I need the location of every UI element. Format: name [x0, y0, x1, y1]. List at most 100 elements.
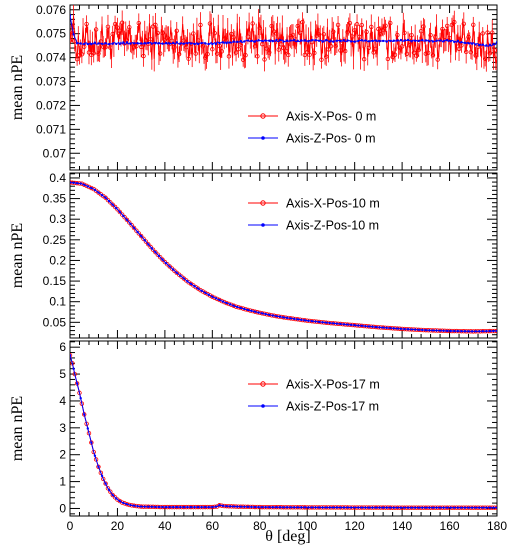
data-point: [421, 328, 424, 332]
data-point: [453, 506, 456, 509]
data-point: [282, 316, 285, 319]
data-point: [195, 38, 201, 43]
data-point: [466, 34, 471, 40]
data-point: [257, 38, 260, 42]
data-point: [246, 505, 250, 509]
y-tick-label: 0.3: [49, 212, 66, 226]
data-point: [118, 210, 122, 214]
panel-middle: 0.05 0.1 0.15 0.2 0.25 0.3 0.35 0.4 mean nPE Axis…: [9, 171, 498, 339]
data-point: [335, 22, 341, 28]
data-point: [141, 53, 146, 59]
data-point: [70, 353, 73, 358]
data-point: [389, 39, 392, 43]
data-point: [175, 505, 178, 509]
series-z-pos: [70, 354, 497, 509]
data-point: [371, 39, 374, 43]
data-point: [360, 324, 363, 328]
data-point: [172, 45, 177, 50]
data-point: [184, 44, 189, 50]
data-point: [72, 367, 75, 370]
data-point: [147, 505, 150, 508]
data-point: [478, 506, 481, 509]
data-point: [169, 266, 175, 271]
data-point: [305, 50, 310, 55]
data-point: [204, 291, 207, 294]
data-point: [369, 24, 374, 30]
data-point: [286, 52, 291, 58]
x-tick-label: 140: [392, 519, 412, 533]
data-point: [70, 181, 72, 184]
data-point: [111, 42, 114, 45]
data-point: [495, 329, 497, 333]
data-point: [200, 505, 203, 509]
legend-marker: [261, 404, 265, 408]
y-axis-title: mean nPE: [9, 396, 26, 461]
data-point: [100, 474, 104, 478]
data-point: [203, 55, 208, 60]
data-point: [346, 506, 349, 509]
data-point: [410, 328, 413, 331]
data-point: [316, 32, 322, 37]
data-point: [282, 40, 285, 43]
data-point: [83, 183, 86, 186]
data-point: [430, 52, 436, 58]
data-point: [440, 26, 445, 32]
data-point: [108, 200, 113, 205]
data-point: [154, 505, 157, 509]
data-point: [488, 329, 492, 333]
data-point: [282, 506, 285, 509]
data-point: [143, 238, 146, 242]
data-point: [146, 242, 151, 247]
data-point: [366, 45, 372, 51]
data-point: [107, 42, 111, 46]
data-point: [119, 212, 125, 217]
data-point: [70, 14, 72, 17]
data-point: [357, 39, 360, 43]
x-tick-label: 0: [67, 519, 74, 533]
data-point: [83, 413, 86, 416]
data-point: [200, 44, 206, 49]
data-point: [186, 280, 189, 283]
legend-marker: [260, 113, 266, 119]
legend-marker: [261, 223, 265, 227]
data-point: [264, 312, 267, 316]
data-point: [252, 43, 258, 49]
data-point: [389, 506, 392, 509]
data-point: [211, 42, 214, 46]
data-point: [228, 505, 232, 508]
data-point: [79, 42, 82, 45]
data-point: [93, 41, 97, 44]
data-point: [413, 328, 417, 331]
y-axis-title: mean nPE: [9, 223, 26, 288]
data-point: [210, 294, 215, 299]
data-point: [112, 21, 118, 27]
data-point: [82, 182, 87, 187]
data-point: [485, 30, 490, 35]
data-point: [161, 505, 164, 509]
data-point: [281, 45, 286, 51]
data-point: [444, 23, 450, 29]
data-point: [72, 33, 75, 36]
data-point: [214, 505, 218, 508]
data-point: [182, 42, 186, 45]
data-point: [335, 506, 339, 509]
x-tick-label: 80: [253, 519, 267, 533]
data-point: [122, 215, 127, 220]
data-point: [492, 43, 495, 46]
data-point: [406, 506, 410, 509]
data-point: [380, 27, 386, 33]
data-point: [404, 51, 410, 56]
data-point: [403, 39, 406, 42]
data-point: [196, 42, 200, 46]
data-point: [229, 31, 234, 37]
data-point: [134, 43, 139, 49]
data-point: [157, 254, 161, 258]
data-point: [243, 505, 246, 508]
data-point: [317, 506, 321, 509]
data-point: [381, 326, 385, 329]
data-point: [346, 39, 349, 42]
data-point: [122, 214, 125, 218]
data-point: [414, 53, 419, 58]
data-point: [127, 220, 132, 225]
